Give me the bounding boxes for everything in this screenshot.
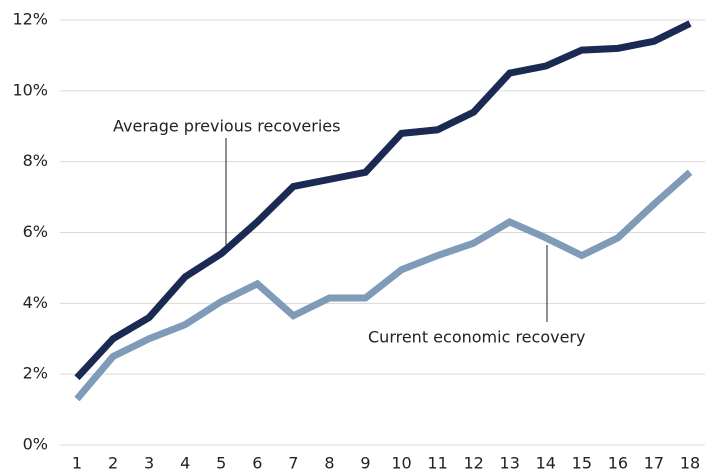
y-tick-label: 8%: [23, 151, 48, 170]
x-tick-label: 4: [180, 454, 190, 473]
series-label: Average previous recoveries: [113, 117, 340, 136]
y-tick-label: 10%: [12, 80, 48, 99]
x-tick-label: 2: [108, 454, 118, 473]
x-tick-label: 18: [680, 454, 700, 473]
data-line: [74, 169, 693, 402]
y-tick-label: 12%: [12, 10, 48, 29]
x-tick-label: 16: [608, 454, 628, 473]
x-tick-label: 12: [463, 454, 483, 473]
y-tick-label: 6%: [23, 222, 48, 241]
series-label: Current economic recovery: [368, 328, 585, 347]
x-tick-label: 7: [288, 454, 298, 473]
x-tick-label: 14: [536, 454, 556, 473]
x-tick-label: 6: [252, 454, 262, 473]
x-tick-label: 1: [72, 454, 82, 473]
x-tick-label: 10: [391, 454, 411, 473]
x-tick-label: 15: [572, 454, 592, 473]
y-tick-label: 0%: [23, 435, 48, 454]
x-tick-label: 17: [644, 454, 664, 473]
x-tick-label: 13: [500, 454, 520, 473]
data-line: [74, 20, 692, 381]
x-tick-label: 8: [324, 454, 334, 473]
x-tick-label: 9: [360, 454, 370, 473]
x-tick-label: 11: [427, 454, 447, 473]
x-tick-label: 5: [216, 454, 226, 473]
x-tick-label: 3: [144, 454, 154, 473]
y-tick-label: 4%: [23, 293, 48, 312]
y-tick-label: 2%: [23, 364, 48, 383]
